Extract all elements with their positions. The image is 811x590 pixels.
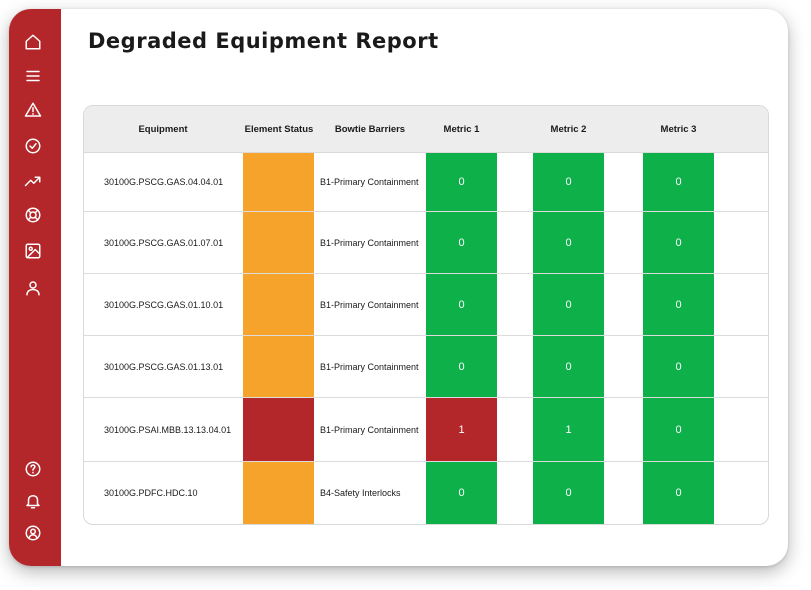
- app-window: Degraded Equipment Report Equipment Elem…: [9, 9, 788, 566]
- table-header: Equipment Element Status Bowtie Barriers…: [84, 106, 768, 153]
- metric-1-cell: 0: [426, 212, 497, 273]
- user-icon[interactable]: [22, 277, 44, 299]
- metric-1-cell: 0: [426, 336, 497, 397]
- metric-1-cell: 0: [426, 153, 497, 211]
- sidebar: [9, 9, 61, 566]
- metric-1-cell: 0: [426, 274, 497, 335]
- element-status-swatch: [243, 336, 314, 397]
- header-metric-2[interactable]: Metric 2: [550, 124, 587, 135]
- image-icon[interactable]: [22, 240, 44, 262]
- equipment-id: 30100G.PDFC.HDC.10: [104, 488, 198, 498]
- metric-3-cell: 0: [643, 336, 714, 397]
- home-icon[interactable]: [22, 31, 44, 53]
- metric-3-cell: 0: [643, 212, 714, 273]
- header-equipment[interactable]: Equipment: [138, 124, 188, 135]
- header-bowtie-barriers[interactable]: Bowtie Barriers: [334, 124, 406, 135]
- metric-2-cell: 0: [533, 212, 604, 273]
- table-row[interactable]: 30100G.PSCG.GAS.04.04.01 B1-Primary Conta…: [84, 153, 768, 212]
- life-buoy-icon[interactable]: [22, 204, 44, 226]
- metric-2-cell: 0: [533, 153, 604, 211]
- metric-2-cell: 0: [533, 336, 604, 397]
- table-row[interactable]: 30100G.PSAI.MBB.13.13.04.01 B1-Primary Co…: [84, 398, 768, 462]
- account-icon[interactable]: [22, 522, 44, 544]
- bowtie-barrier: B4-Safety Interlocks: [320, 488, 401, 498]
- bowtie-barrier: B1-Primary Containment: [320, 424, 419, 435]
- element-status-swatch: [243, 274, 314, 335]
- equipment-id: 30100G.PSCG.GAS.01.07.01: [104, 237, 224, 248]
- menu-icon[interactable]: [22, 65, 44, 87]
- table-row[interactable]: 30100G.PSCG.GAS.01.07.01 B1-Primary Conta…: [84, 212, 768, 274]
- help-icon[interactable]: [22, 458, 44, 480]
- metric-3-cell: 0: [643, 398, 714, 461]
- element-status-swatch: [243, 212, 314, 273]
- header-metric-3[interactable]: Metric 3: [660, 124, 697, 135]
- trending-up-icon[interactable]: [22, 170, 44, 192]
- bell-icon[interactable]: [22, 490, 44, 512]
- equipment-id: 30100G.PSCG.GAS.01.10.01: [104, 299, 224, 310]
- metric-3-cell: 0: [643, 462, 714, 524]
- metric-3-cell: 0: [643, 274, 714, 335]
- warning-icon[interactable]: [22, 99, 44, 121]
- metric-3-cell: 0: [643, 153, 714, 211]
- check-circle-icon[interactable]: [22, 135, 44, 157]
- header-metric-1[interactable]: Metric 1: [443, 124, 480, 135]
- element-status-swatch: [243, 462, 314, 524]
- header-element-status[interactable]: Element Status: [244, 124, 314, 135]
- bowtie-barrier: B1-Primary Containment: [320, 299, 419, 310]
- element-status-swatch: [243, 398, 314, 461]
- metric-2-cell: 0: [533, 462, 604, 524]
- metric-2-cell: 1: [533, 398, 604, 461]
- element-status-swatch: [243, 153, 314, 211]
- page-title: Degraded Equipment Report: [88, 29, 439, 53]
- metric-1-cell: 0: [426, 462, 497, 524]
- metric-1-cell: 1: [426, 398, 497, 461]
- equipment-id: 30100G.PSAI.MBB.13.13.04.01: [104, 424, 232, 435]
- bowtie-barrier: B1-Primary Containment: [320, 177, 419, 187]
- equipment-id: 30100G.PSCG.GAS.01.13.01: [104, 361, 224, 372]
- bowtie-barrier: B1-Primary Containment: [320, 361, 419, 372]
- equipment-table: Equipment Element Status Bowtie Barriers…: [83, 105, 769, 525]
- table-row[interactable]: 30100G.PDFC.HDC.10 B4-Safety Interlocks 0 0…: [84, 462, 768, 524]
- bowtie-barrier: B1-Primary Containment: [320, 237, 419, 248]
- metric-2-cell: 0: [533, 274, 604, 335]
- equipment-id: 30100G.PSCG.GAS.04.04.01: [104, 177, 224, 187]
- table-row[interactable]: 30100G.PSCG.GAS.01.10.01 B1-Primary Conta…: [84, 274, 768, 336]
- table-row[interactable]: 30100G.PSCG.GAS.01.13.01 B1-Primary Conta…: [84, 336, 768, 398]
